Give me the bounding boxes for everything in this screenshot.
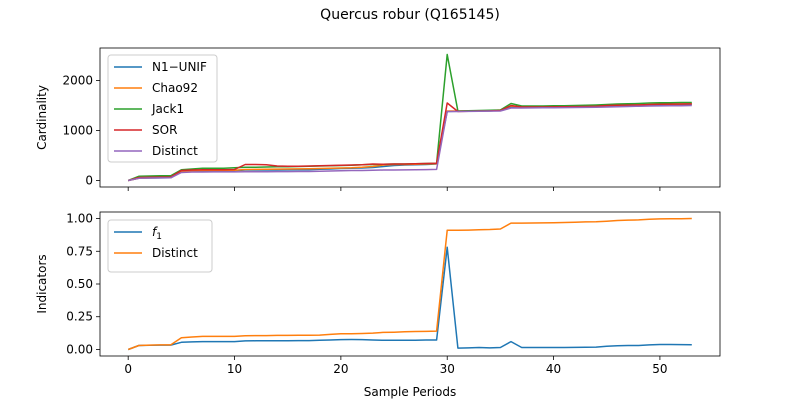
series-line-distinct-0 [128,104,692,182]
legend-label-sor: SOR [152,123,177,137]
y-tick-label: 1.00 [66,212,93,226]
cardinality-panel: 0 1000 2000 Cardinality N1−UNIF Chao92 Jack1 SO… [35,47,721,191]
x-tick-label: 50 [652,362,667,376]
x-tick-label: 40 [546,362,561,376]
series-line-distinct-1 [127,217,692,351]
legend-box [107,54,218,163]
plot-frame [99,47,721,188]
legend-label-jack1: Jack1 [151,102,184,116]
y-tick-label: 0 [85,174,93,188]
x-tick-label: 10 [227,362,242,376]
legend-label-f1: f1 [152,225,162,242]
y-tick-label: 1000 [62,124,93,138]
series-line-sor-0 [127,102,692,182]
y-tick-label: 0.00 [66,342,93,356]
x-tick-label: 30 [440,362,455,376]
x-axis-label: Sample Periods [364,385,456,399]
y-tick-label: 0.75 [66,244,93,258]
legend-label-chao92: Chao92 [152,81,198,95]
legend-label-distinct: Distinct [152,144,198,158]
y-axis-label: Cardinality [35,85,49,150]
y-tick-label: 2000 [62,74,93,88]
legend-label-subscript: 1 [156,232,162,242]
y-tick-label: 0.25 [66,310,93,324]
figure-title: Quercus robur (Q165145) [320,7,500,23]
legend-box [107,219,213,273]
x-tick-label: 0 [124,362,132,376]
legend-label-f: f [152,225,158,239]
series-line-f1-1 [127,246,692,351]
legend-label-n1-unif: N1−UNIF [152,60,207,74]
y-tick-label: 0.50 [66,277,93,291]
y-axis-label: Indicators [35,254,49,313]
x-tick-label: 20 [333,362,348,376]
legend-label-distinct: Distinct [152,246,198,260]
indicators-panel: 0 10 20 30 40 50 0.00 0.25 0.50 0.75 1.00 Indicator… [35,212,721,376]
